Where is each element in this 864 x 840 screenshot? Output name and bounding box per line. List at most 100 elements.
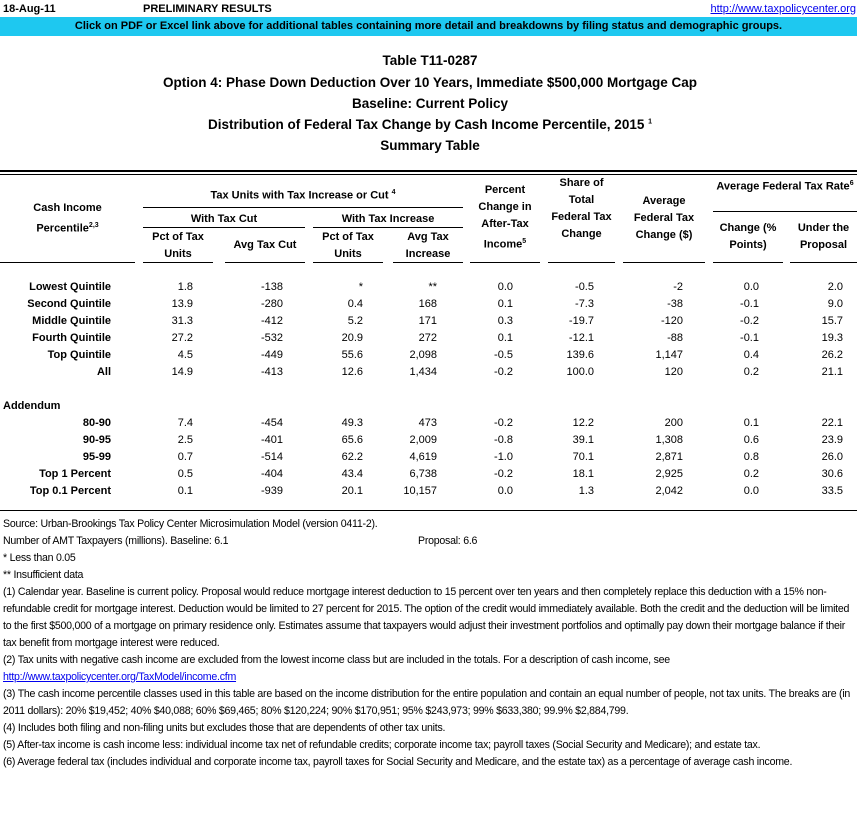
table-cell: 0.1 [177, 485, 193, 497]
footnote-ref: 1 [648, 118, 653, 126]
table-cell: -404 [260, 468, 283, 480]
header-pct-units-cut: Pct of Tax Units [152, 231, 204, 260]
column-underline [225, 262, 305, 263]
table-cell: 4.5 [177, 349, 193, 361]
table-cell: 5.2 [347, 315, 363, 327]
table-cell: -0.1 [740, 332, 759, 344]
table-cell: -38 [667, 298, 683, 310]
table-cell: -120 [660, 315, 683, 327]
table-cell: 2,009 [409, 434, 437, 446]
divider [0, 510, 857, 511]
table-cell: 13.9 [171, 298, 193, 310]
table-cell: 272 [418, 332, 437, 344]
table-cell: 26.0 [821, 451, 843, 463]
table-cell: * [358, 281, 363, 293]
table-cell: -401 [260, 434, 283, 446]
source-note: Source: Urban-Brookings Tax Policy Cente… [3, 518, 378, 530]
table-cell: 2,925 [655, 468, 683, 480]
income-definition-link[interactable]: http://www.taxpolicycenter.org/TaxModel/… [3, 671, 237, 683]
table-cell: -1.0 [494, 451, 513, 463]
addendum-label: Addendum [3, 400, 61, 412]
column-underline [790, 262, 857, 263]
report-date: 18-Aug-11 [3, 3, 56, 15]
table-cell: ** [428, 281, 437, 293]
table-cell: 0.1 [743, 417, 759, 429]
site-link[interactable]: http://www.taxpolicycenter.org [710, 3, 856, 15]
divider [0, 170, 857, 172]
table-cell: 200 [664, 417, 683, 429]
table-cell: 0.2 [743, 366, 759, 378]
distribution-text: Distribution of Federal Tax Change by Ca… [207, 117, 645, 132]
note-5: (5) After-tax income is cash income less… [3, 739, 761, 751]
table-cell: -7.3 [575, 298, 594, 310]
table-cell: 19.3 [821, 332, 843, 344]
row-label: Second Quintile [27, 298, 111, 310]
header-avg-change: Average Federal Tax Change ($) [633, 195, 695, 241]
table-cell: 0.1 [497, 332, 513, 344]
table-cell: 18.1 [572, 468, 594, 480]
row-label: Top 1 Percent [39, 468, 111, 480]
header-rate-change: Change (% Points) [719, 222, 777, 251]
footnote-ref: 6 [849, 180, 854, 187]
table-cell: -514 [260, 451, 283, 463]
table-cell: 0.0 [497, 485, 513, 497]
header-pct-change: Percent Change in After-Tax Income5 [470, 182, 540, 254]
divider [0, 174, 857, 175]
footnotes: Source: Urban-Brookings Tax Policy Cente… [3, 516, 859, 771]
table-cell: 1,434 [409, 366, 437, 378]
table-cell: 62.2 [341, 451, 363, 463]
distribution-title: Distribution of Federal Tax Change by Ca… [0, 117, 860, 132]
table-cell: -454 [260, 417, 283, 429]
column-underline [313, 262, 383, 263]
row-label: 80-90 [82, 417, 111, 429]
column-underline [143, 262, 213, 263]
table-cell: 171 [418, 315, 437, 327]
baseline-title: Baseline: Current Policy [351, 96, 509, 111]
table-cell: -12.1 [568, 332, 594, 344]
table-cell: 1,308 [655, 434, 683, 446]
note-4: (4) Includes both filing and non-filing … [3, 722, 446, 734]
table-cell: 70.1 [572, 451, 594, 463]
row-label: 95-99 [82, 451, 111, 463]
header-text: Percent Change in After-Tax Income [478, 184, 532, 251]
header-text: Average Federal Tax Rate [716, 180, 850, 193]
table-cell: -449 [260, 349, 283, 361]
row-label: Middle Quintile [32, 315, 111, 327]
row-label: Lowest Quintile [29, 281, 111, 293]
table-cell: -138 [260, 281, 283, 293]
table-cell: 9.0 [827, 298, 843, 310]
table-cell: -280 [260, 298, 283, 310]
table-cell: 120 [664, 366, 683, 378]
table-cell: 27.2 [171, 332, 193, 344]
table-cell: 100.0 [566, 366, 594, 378]
table-cell: 139.6 [566, 349, 594, 361]
header-pct-units-inc: Pct of Tax Units [322, 231, 374, 260]
table-cell: 2,042 [655, 485, 683, 497]
table-cell: 26.2 [821, 349, 843, 361]
header-text: Cash Income Percentile [33, 202, 102, 235]
table-cell: -19.7 [568, 315, 594, 327]
row-label: 90-95 [82, 434, 111, 446]
table-cell: 4,619 [409, 451, 437, 463]
column-underline [393, 262, 463, 263]
header-with-cut: With Tax Cut [190, 213, 258, 225]
table-cell: -0.5 [575, 281, 594, 293]
table-cell: -0.2 [740, 315, 759, 327]
star-note: * Less than 0.05 [3, 552, 76, 564]
table-cell: 0.3 [497, 315, 513, 327]
table-cell: 65.6 [341, 434, 363, 446]
column-underline [623, 262, 705, 263]
table-cell: 168 [418, 298, 437, 310]
table-cell: 31.3 [171, 315, 193, 327]
table-cell: 12.6 [341, 366, 363, 378]
note-6: (6) Average federal tax (includes indivi… [3, 756, 793, 768]
table-cell: 1.8 [177, 281, 193, 293]
table-cell: 0.4 [743, 349, 759, 361]
table-cell: 6,738 [409, 468, 437, 480]
divider [143, 207, 463, 208]
table-cell: -532 [260, 332, 283, 344]
header-rate: Average Federal Tax Rate6 [713, 175, 857, 196]
table-cell: 2,871 [655, 451, 683, 463]
row-label: All [96, 366, 111, 378]
table-cell: -939 [260, 485, 283, 497]
